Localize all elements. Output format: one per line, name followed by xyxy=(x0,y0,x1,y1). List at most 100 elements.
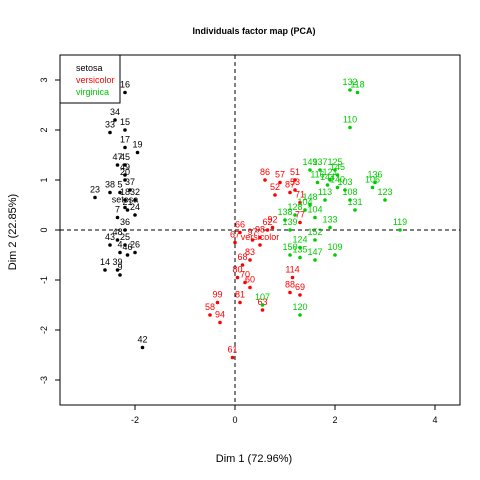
y-tick-label: -2 xyxy=(39,326,49,334)
data-point-label: 83 xyxy=(245,247,255,257)
data-point xyxy=(298,293,302,297)
data-point xyxy=(115,238,120,242)
data-point xyxy=(118,250,122,255)
data-point xyxy=(133,198,137,202)
data-point xyxy=(123,128,127,132)
data-point xyxy=(260,308,265,312)
data-point-label: 43 xyxy=(105,232,115,242)
data-point xyxy=(288,228,292,232)
data-point xyxy=(288,253,292,257)
data-point xyxy=(235,275,240,280)
data-point-label: 94 xyxy=(215,310,225,320)
data-point xyxy=(123,90,127,95)
data-point xyxy=(333,253,337,257)
data-point-label: 123 xyxy=(377,187,392,197)
data-point xyxy=(293,213,297,217)
data-point-label: 58 xyxy=(205,302,215,312)
data-point xyxy=(125,253,130,257)
legend-entry-setosa: setosa xyxy=(76,63,103,73)
data-point-label: 48 xyxy=(112,227,122,237)
data-point xyxy=(398,228,402,232)
data-point xyxy=(298,200,302,205)
data-point-label: 7 xyxy=(115,205,120,215)
data-point xyxy=(140,345,145,350)
data-point-label: 128 xyxy=(287,202,302,212)
data-point-label: 32 xyxy=(130,187,140,197)
data-point xyxy=(308,203,312,207)
data-point-label: 47 xyxy=(112,152,122,162)
data-point-label: 131 xyxy=(347,197,362,207)
data-point-label: 138 xyxy=(277,207,292,217)
data-point xyxy=(93,195,97,200)
data-point xyxy=(233,240,237,245)
data-point-label: 23 xyxy=(90,185,100,195)
data-point xyxy=(323,198,327,202)
data-point-label: versicolor xyxy=(241,232,280,242)
data-point-label: 147 xyxy=(307,247,322,257)
data-point-label: 99 xyxy=(212,290,222,300)
data-point xyxy=(133,213,137,217)
data-point xyxy=(230,355,235,360)
x-tick-label: 0 xyxy=(232,415,237,425)
data-point xyxy=(113,118,117,122)
data-point xyxy=(348,125,352,130)
data-point-label: 87 xyxy=(285,180,295,190)
data-point xyxy=(128,188,132,192)
data-point xyxy=(123,178,127,182)
data-point xyxy=(243,280,247,285)
x-axis-label: Dim 1 (72.96%) xyxy=(216,453,292,465)
data-point-label: 108 xyxy=(342,187,357,197)
x-tick-label: -2 xyxy=(131,415,139,425)
data-point-label: 46 xyxy=(122,242,132,252)
data-point-label: 33 xyxy=(105,120,115,130)
data-point-label: 34 xyxy=(110,107,120,117)
data-point-label: 121 xyxy=(322,167,337,177)
x-tick-label: 2 xyxy=(332,415,337,425)
data-point xyxy=(298,255,302,260)
data-point-label: 139 xyxy=(282,217,297,227)
data-point xyxy=(288,290,292,295)
data-point xyxy=(303,208,307,212)
data-point-label: 21 xyxy=(122,197,132,207)
data-point-label: 53 xyxy=(290,177,300,187)
data-point xyxy=(348,88,352,92)
data-point-label: 86 xyxy=(260,167,270,177)
data-point-label: 61 xyxy=(227,345,237,355)
data-point-label: 14 xyxy=(100,257,110,267)
data-point-label: 125 xyxy=(327,157,342,167)
data-point-label: 51 xyxy=(290,167,300,177)
data-point-label: 110 xyxy=(343,115,357,125)
data-point-label: 149 xyxy=(302,157,317,167)
data-point xyxy=(370,185,375,190)
data-point xyxy=(103,268,107,272)
data-point-label: 104 xyxy=(297,197,312,207)
data-point xyxy=(123,145,127,150)
data-point-label: 49 xyxy=(120,162,130,172)
data-point-label: 68 xyxy=(237,252,247,262)
data-point xyxy=(373,180,377,185)
data-point xyxy=(125,208,130,212)
data-point-label: 57 xyxy=(275,170,285,180)
data-point xyxy=(298,245,302,250)
data-point xyxy=(135,150,140,155)
data-point xyxy=(248,258,252,262)
data-point xyxy=(118,190,122,195)
data-point-label: 133 xyxy=(322,215,337,225)
data-point-label: 114 xyxy=(285,265,299,275)
data-point xyxy=(335,185,340,190)
legend-entry-versicolor: versicolor xyxy=(76,75,115,85)
data-point xyxy=(215,300,220,305)
data-point xyxy=(383,198,387,202)
data-point-label: setosa xyxy=(112,195,139,205)
data-point-label: 63 xyxy=(257,297,267,307)
x-tick-label: 4 xyxy=(432,415,437,425)
data-point-label: 4 xyxy=(117,240,122,250)
data-point xyxy=(270,225,275,230)
data-point-label: 18 xyxy=(120,187,130,197)
y-tick-label: 2 xyxy=(39,127,49,132)
data-point-label: 15 xyxy=(120,117,130,127)
data-point-label: 24 xyxy=(130,202,140,212)
